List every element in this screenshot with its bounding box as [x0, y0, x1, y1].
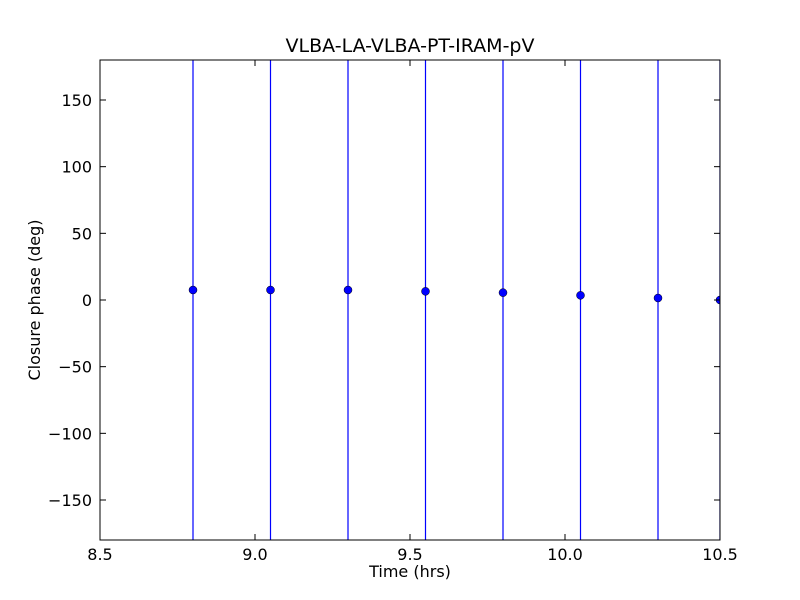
data-point — [188, 285, 198, 295]
y-tick-label: 0 — [82, 291, 92, 310]
y-tick-label: 150 — [61, 91, 92, 110]
data-point — [653, 293, 663, 303]
y-tick-label: 100 — [61, 158, 92, 177]
data-point — [266, 285, 275, 295]
y-tick-label: −50 — [58, 358, 92, 377]
data-point — [498, 288, 508, 297]
data-point — [576, 291, 585, 300]
x-tick-label: 10.0 — [547, 545, 583, 564]
x-axis-label: Time (hrs) — [368, 562, 451, 581]
x-tick-label: 8.5 — [87, 545, 112, 564]
y-tick-label: −150 — [48, 491, 92, 510]
y-tick-label: 50 — [72, 224, 92, 243]
x-tick-label: 9.5 — [397, 545, 422, 564]
x-tick-label: 10.5 — [702, 545, 738, 564]
y-axis-label: Closure phase (deg) — [25, 219, 44, 380]
data-point — [343, 285, 353, 295]
data-point — [421, 287, 430, 296]
chart-title: VLBA-LA-VLBA-PT-IRAM-pV — [286, 35, 535, 57]
y-tick-label: −100 — [48, 424, 92, 443]
x-tick-label: 9.0 — [242, 545, 267, 564]
plot-area — [188, 60, 720, 540]
